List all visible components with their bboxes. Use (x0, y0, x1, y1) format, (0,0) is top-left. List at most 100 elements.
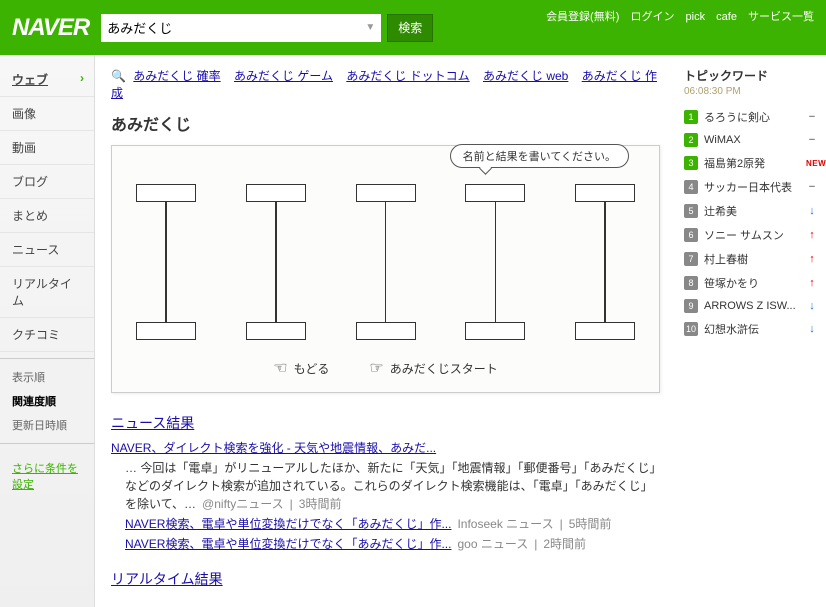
topic-item[interactable]: 4 サッカー日本代表− (684, 175, 818, 199)
link-services[interactable]: サービス一覧 (748, 11, 814, 23)
topic-text: 福島第2原発 (704, 155, 800, 171)
amida-col (246, 184, 306, 340)
search-input[interactable] (107, 20, 365, 35)
amida-col (465, 184, 525, 340)
amida-line (495, 202, 497, 322)
start-button[interactable]: ☞あみだくじスタート (369, 358, 497, 378)
topic-item[interactable]: 1 るろうに剣心− (684, 105, 818, 129)
nav-realtime[interactable]: リアルタイム (0, 267, 94, 318)
amidakuji-grid (136, 184, 635, 340)
topic-text: 辻希美 (704, 203, 800, 219)
rank-badge: 9 (684, 299, 698, 313)
nav-matome[interactable]: まとめ (0, 199, 94, 233)
trend-icon: ↑ (806, 253, 818, 265)
news-sub-1[interactable]: NAVER検索、電卓や単位変換だけでなく「あみだくじ」作... (125, 537, 451, 551)
topic-heading: トピックワード (684, 67, 818, 84)
amida-bottom-box[interactable] (356, 322, 416, 340)
search-button[interactable]: 検索 (387, 14, 433, 42)
sort-date[interactable]: 更新日時順 (0, 413, 94, 437)
chevron-down-icon[interactable]: ▼ (365, 22, 375, 33)
topic-time: 06:08:30 PM (684, 86, 818, 97)
nav-news[interactable]: ニュース (0, 233, 94, 267)
amida-top-box[interactable] (575, 184, 635, 202)
search-box[interactable]: ▼ (101, 14, 381, 42)
topic-item[interactable]: 6ソニー サムスン↑ (684, 223, 818, 247)
amida-top-box[interactable] (465, 184, 525, 202)
nav-blog[interactable]: ブログ (0, 165, 94, 199)
bubble-text: 名前と結果を書いてください。 (450, 144, 629, 168)
amidakuji-widget: 名前と結果を書いてください。 ☜もどる ☞あみだくじスタート (111, 145, 660, 393)
amida-bottom-box[interactable] (246, 322, 306, 340)
related-0[interactable]: あみだくじ 確率 (133, 69, 220, 83)
trend-icon: ↓ (806, 205, 818, 217)
amida-bottom-box[interactable] (136, 322, 196, 340)
amida-bottom-box[interactable] (575, 322, 635, 340)
back-button[interactable]: ☜もどる (273, 358, 329, 378)
rank-badge: 5 (684, 204, 698, 218)
topic-item[interactable]: 10幻想水滸伝↓ (684, 317, 818, 341)
hand-right-icon: ☞ (369, 358, 383, 378)
header: NAVER ▼ 検索 会員登録(無料) ログイン pick cafe サービス一… (0, 0, 826, 55)
search-icon: 🔍 (111, 69, 126, 83)
amida-top-box[interactable] (136, 184, 196, 202)
topic-text: 村上春樹 (704, 251, 800, 267)
related-3[interactable]: あみだくじ web (483, 69, 568, 83)
trend-icon: − (806, 134, 818, 146)
hand-left-icon: ☜ (273, 358, 287, 378)
logo[interactable]: NAVER (12, 14, 89, 42)
news-sub-0[interactable]: NAVER検索、電卓や単位変換だけでなく「あみだくじ」作... (125, 517, 451, 531)
page-title: あみだくじ (111, 111, 660, 135)
amida-col (575, 184, 635, 340)
realtime-heading: リアルタイム結果 (111, 569, 660, 589)
trend-icon: ↑ (806, 229, 818, 241)
right-column: トピックワード 06:08:30 PM 1るろうに剣心−2WiMAX−3福島第2… (676, 55, 826, 607)
nav-kuchikomi[interactable]: クチコミ (0, 318, 94, 352)
advanced-link[interactable]: さらに条件を設定 (12, 463, 78, 491)
topic-text: 幻想水滸伝 (704, 321, 800, 337)
rank-badge: 1 (684, 110, 698, 124)
nav-web[interactable]: ウェブ (0, 63, 94, 97)
link-cafe[interactable]: cafe (716, 11, 737, 23)
sort-relevance[interactable]: 関連度順 (0, 389, 94, 413)
top-links: 会員登録(無料) ログイン pick cafe サービス一覧 (538, 8, 814, 24)
link-register[interactable]: 会員登録(無料) (546, 11, 619, 23)
topic-item[interactable]: 2WiMAX− (684, 129, 818, 151)
topic-text: WiMAX (704, 134, 800, 146)
rank-badge: 8 (684, 276, 698, 290)
news-main-link[interactable]: NAVER、ダイレクト検索を強化 - 天気や地震情報、あみだ... (111, 441, 436, 455)
trend-icon: − (806, 111, 818, 123)
main: 🔍 あみだくじ 確率 あみだくじ ゲーム あみだくじ ドットコム あみだくじ w… (95, 55, 676, 607)
topic-text: ソニー サムスン (704, 227, 800, 243)
topic-item[interactable]: 3福島第2原発NEW (684, 151, 818, 175)
news-src: @niftyニュース (202, 497, 284, 511)
amida-top-box[interactable] (246, 184, 306, 202)
trend-icon: − (806, 181, 818, 193)
nav-video[interactable]: 動画 (0, 131, 94, 165)
amida-bottom-box[interactable] (465, 322, 525, 340)
amida-col (136, 184, 196, 340)
topic-text: るろうに剣心 (704, 109, 800, 125)
nav-image[interactable]: 画像 (0, 97, 94, 131)
topic-text: ARROWS Z ISW... (704, 300, 800, 312)
topic-text: サッカー日本代表 (704, 179, 800, 195)
trend-icon: NEW (806, 159, 818, 168)
amida-line (165, 202, 167, 322)
topic-item[interactable]: 5 辻希美 ↓ (684, 199, 818, 223)
rank-badge: 10 (684, 322, 698, 336)
related-2[interactable]: あみだくじ ドットコム (346, 69, 469, 83)
trend-icon: ↑ (806, 277, 818, 289)
related-searches: 🔍 あみだくじ 確率 あみだくじ ゲーム あみだくじ ドットコム あみだくじ w… (111, 67, 660, 101)
link-login[interactable]: ログイン (630, 11, 674, 23)
amida-col (356, 184, 416, 340)
topic-item[interactable]: 9 ARROWS Z ISW... ↓ (684, 295, 818, 317)
topic-item[interactable]: 8笹塚かをり↑ (684, 271, 818, 295)
amida-line (604, 202, 606, 322)
related-1[interactable]: あみだくじ ゲーム (234, 69, 333, 83)
link-pick[interactable]: pick (686, 11, 706, 23)
amida-top-box[interactable] (356, 184, 416, 202)
topic-item[interactable]: 7村上春樹↑ (684, 247, 818, 271)
trend-icon: ↓ (806, 300, 818, 312)
rank-badge: 4 (684, 180, 698, 194)
news-time: 3時間前 (299, 497, 342, 511)
left-nav: ウェブ 画像 動画 ブログ まとめ ニュース リアルタイム クチコミ 表示順 関… (0, 55, 95, 607)
